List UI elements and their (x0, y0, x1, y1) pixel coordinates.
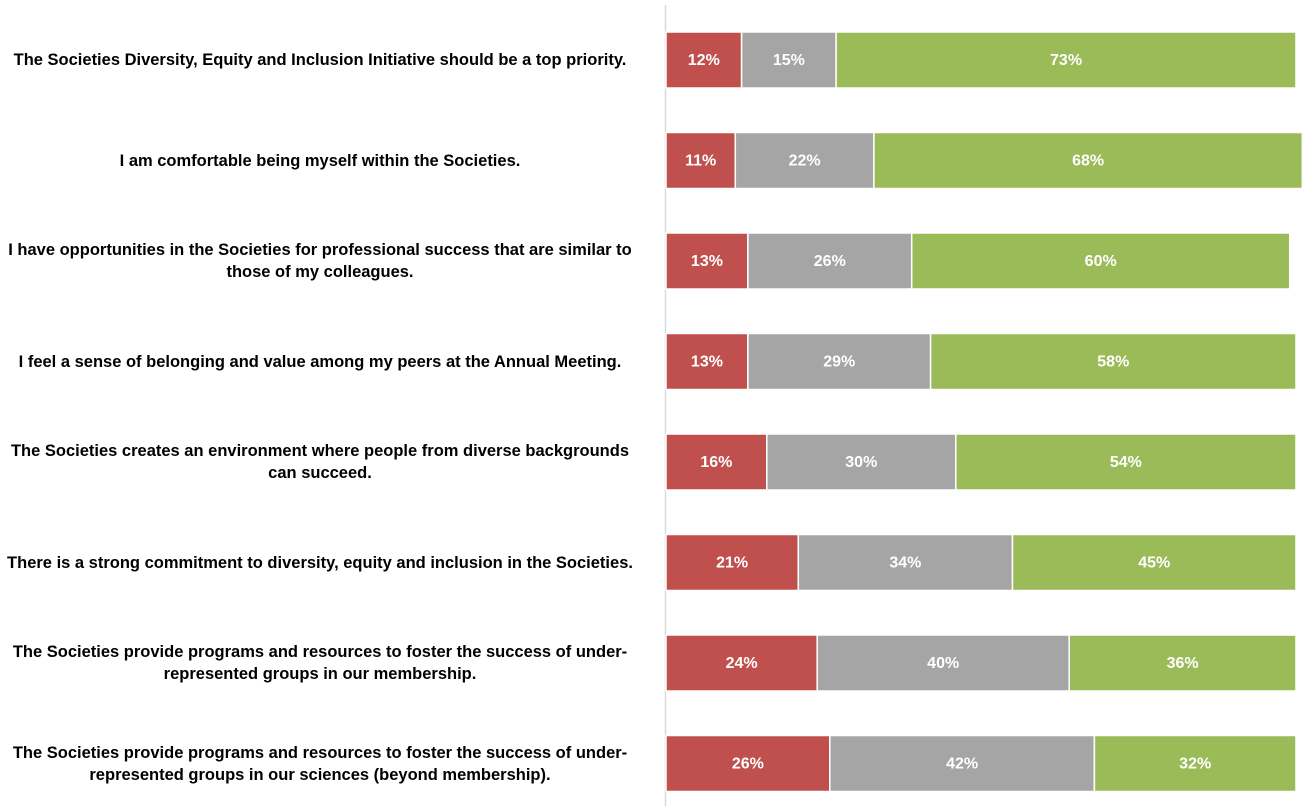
bar-segment (665, 433, 768, 491)
bar-segment (665, 634, 818, 692)
bar-segment (665, 533, 800, 592)
category-label: The Societies creates an environment whe… (10, 442, 630, 482)
data-label: 11% (685, 153, 716, 170)
data-label: 36% (1167, 655, 1199, 672)
data-label: 22% (789, 153, 821, 170)
data-label: 13% (691, 253, 723, 270)
category-label: The Societies provide programs and resou… (12, 643, 628, 683)
data-label: 16% (700, 454, 732, 471)
data-label: 45% (1138, 555, 1170, 572)
bar-segment (955, 433, 1297, 491)
data-label: 58% (1097, 354, 1129, 371)
data-label: 34% (889, 555, 921, 572)
data-label: 13% (691, 354, 723, 371)
data-label: 24% (726, 655, 758, 672)
data-label: 29% (823, 354, 855, 371)
category-label: I am comfortable being myself within the… (119, 151, 521, 170)
bar-segment (910, 232, 1291, 290)
data-label: 60% (1085, 253, 1117, 270)
data-label: 42% (946, 756, 978, 773)
category-label: There is a strong commitment to diversit… (7, 553, 633, 572)
data-label: 21% (716, 555, 748, 572)
data-label: 40% (927, 655, 959, 672)
bar-segment (873, 131, 1304, 190)
bar-segment (929, 332, 1297, 391)
bar-segment (1011, 533, 1297, 592)
bar-segment (829, 734, 1096, 793)
category-label: I have opportunities in the Societies fo… (8, 241, 632, 281)
category-label: The Societies provide programs and resou… (12, 743, 628, 784)
bar-segment (797, 533, 1014, 592)
bar-segment (740, 31, 837, 89)
data-label: 15% (773, 52, 805, 69)
data-label: 54% (1110, 454, 1142, 471)
bar-segment (747, 332, 932, 391)
data-label: 26% (732, 756, 764, 773)
category-label: I feel a sense of belonging and value am… (18, 352, 622, 371)
bar-segment (1093, 734, 1297, 793)
data-label: 12% (688, 52, 720, 69)
data-label: 26% (814, 253, 846, 270)
bar-segment (816, 634, 1070, 692)
category-label: The Societies Diversity, Equity and Incl… (13, 51, 627, 69)
bar-segment (766, 433, 957, 491)
data-label: 30% (845, 454, 877, 471)
bar-segment (1068, 634, 1297, 692)
data-label: 32% (1179, 756, 1211, 773)
bar-segment (835, 31, 1297, 89)
data-label: 73% (1050, 52, 1082, 69)
bar-segment (665, 332, 749, 391)
data-label: 68% (1072, 153, 1104, 170)
